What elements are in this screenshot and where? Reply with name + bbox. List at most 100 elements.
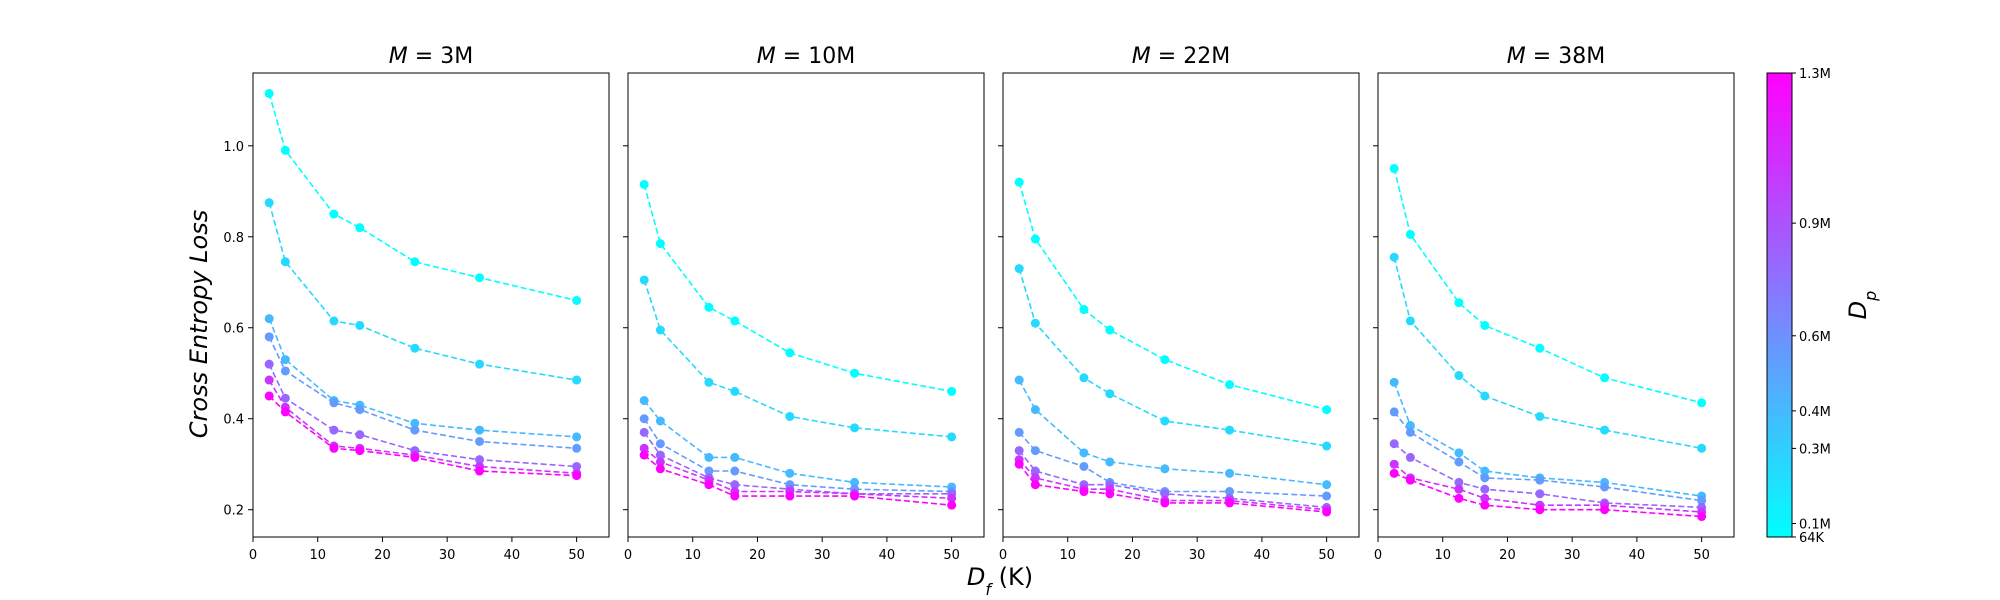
data-point: [1480, 391, 1490, 401]
series-6: [264, 375, 582, 478]
data-point: [1389, 252, 1399, 262]
data-point: [475, 425, 485, 435]
series-2: [1389, 252, 1707, 453]
data-point: [1480, 320, 1490, 330]
series-6: [1389, 459, 1707, 517]
data-point: [1160, 464, 1170, 474]
colorbar-tick-label: 0.6M: [1799, 330, 1831, 345]
data-point: [785, 491, 795, 501]
x-tick-label: 40: [879, 548, 896, 563]
data-point: [1405, 421, 1415, 431]
data-point: [639, 427, 649, 437]
data-point: [329, 443, 339, 453]
data-point: [264, 88, 274, 98]
data-point: [1014, 375, 1024, 385]
data-point: [1389, 407, 1399, 417]
data-point: [730, 386, 740, 396]
x-tick-label: 30: [1189, 548, 1206, 563]
series-line: [1393, 443, 1702, 509]
data-point: [1030, 473, 1040, 483]
series-line: [643, 418, 952, 493]
x-tick-label: 40: [1254, 548, 1271, 563]
colorbar-label: Dp: [1844, 291, 1880, 320]
data-point: [639, 414, 649, 424]
series-4: [639, 414, 957, 497]
data-point: [1389, 468, 1399, 478]
panel-frame: [1377, 72, 1735, 538]
data-point: [1014, 446, 1024, 456]
data-point: [1105, 325, 1115, 335]
data-point: [1697, 398, 1707, 408]
data-point: [280, 257, 290, 267]
data-point: [947, 500, 957, 510]
data-point: [572, 443, 582, 453]
x-tick-label: 30: [439, 548, 456, 563]
series-line: [268, 395, 577, 477]
series-5: [1389, 439, 1707, 512]
series-7: [264, 391, 582, 481]
data-point: [1014, 177, 1024, 187]
data-point: [1030, 480, 1040, 490]
colorbar-tick-label: 0.4M: [1799, 405, 1831, 420]
colorbar-gradient: [1766, 72, 1793, 538]
data-point: [572, 461, 582, 471]
x-tick-label: 20: [1499, 548, 1516, 563]
data-point: [475, 359, 485, 369]
series-4: [1389, 407, 1707, 506]
data-point: [410, 257, 420, 267]
data-point: [730, 480, 740, 490]
panel-title-value: = 10M: [776, 44, 855, 69]
data-point: [785, 348, 795, 358]
data-point: [947, 493, 957, 503]
series-1: [1014, 177, 1332, 415]
data-point: [1322, 441, 1332, 451]
panel-4: M = 38M 0 10 20 30 40 50: [1373, 44, 1735, 563]
data-point: [785, 411, 795, 421]
data-point: [355, 405, 365, 415]
series-4: [1014, 427, 1332, 501]
panel-title-value: = 38M: [1526, 44, 1605, 69]
data-point: [1030, 466, 1040, 476]
data-point: [850, 477, 860, 487]
data-point: [639, 396, 649, 406]
data-point: [1322, 507, 1332, 517]
data-point: [704, 466, 714, 476]
data-point: [410, 418, 420, 428]
data-point: [1079, 448, 1089, 458]
data-point: [329, 316, 339, 326]
data-point: [730, 491, 740, 501]
x-tick-label: 30: [1564, 548, 1581, 563]
panel-title-var: M: [757, 44, 776, 69]
data-point: [1160, 489, 1170, 499]
data-point: [1454, 371, 1464, 381]
colorbar-tick-label: 0.1M: [1799, 517, 1831, 532]
x-tick-label: 0: [624, 548, 632, 563]
series-1: [1389, 164, 1707, 408]
series-line: [268, 93, 577, 302]
data-point: [1014, 264, 1024, 274]
data-point: [1535, 475, 1545, 485]
data-point: [655, 457, 665, 467]
data-point: [1014, 459, 1024, 469]
x-tick-label: 50: [568, 548, 585, 563]
x-tick-label: 0: [249, 548, 257, 563]
y-tick-label: 0.8: [223, 231, 244, 246]
data-point: [1030, 405, 1040, 415]
data-point: [1697, 512, 1707, 522]
data-point: [410, 425, 420, 435]
data-point: [329, 398, 339, 408]
x-axis-label-var: D: [967, 563, 985, 591]
data-point: [1105, 457, 1115, 467]
data-point: [704, 377, 714, 387]
data-point: [1480, 493, 1490, 503]
series-line: [643, 184, 952, 393]
data-point: [572, 375, 582, 385]
data-point: [475, 436, 485, 446]
data-point: [850, 368, 860, 378]
data-point: [1079, 305, 1089, 315]
data-point: [1030, 446, 1040, 456]
data-point: [1322, 480, 1332, 490]
data-point: [475, 273, 485, 283]
